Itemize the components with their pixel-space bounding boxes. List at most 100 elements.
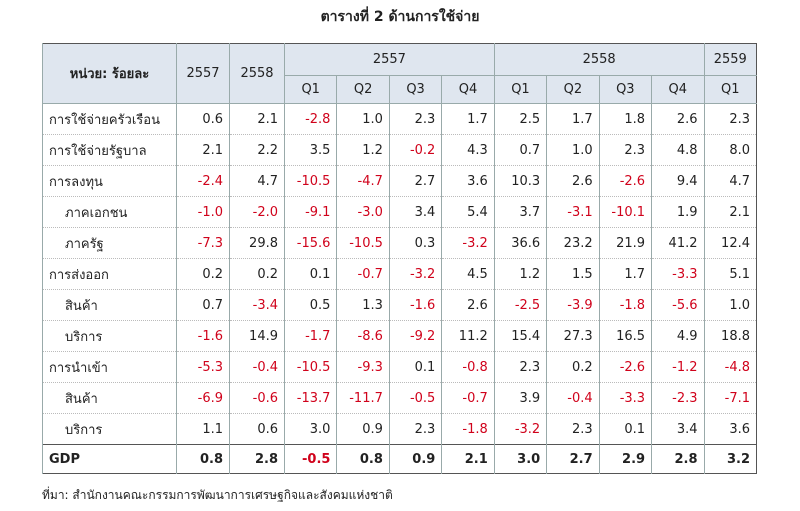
- cell: 2.8: [229, 444, 285, 474]
- cell: 0.2: [229, 258, 285, 290]
- cell: -0.6: [229, 382, 285, 414]
- row-label: สินค้า: [42, 382, 177, 414]
- cell: 3.5: [283, 134, 337, 166]
- cell: -0.7: [441, 382, 495, 414]
- cell: 10.3: [493, 165, 547, 197]
- cell: 8.0: [703, 134, 757, 166]
- cell: 1.7: [441, 103, 495, 135]
- cell: 1.2: [336, 134, 390, 166]
- cell: 36.6: [493, 227, 547, 259]
- cell: -15.6: [283, 227, 337, 259]
- cell: -2.4: [176, 165, 230, 197]
- cell: -3.2: [441, 227, 495, 259]
- data-row: การลงทุน -2.4 4.7 -10.5 -4.7 2.7 3.6 10.3 2.6 -2.…: [42, 165, 757, 197]
- cell: 2.8: [651, 444, 704, 474]
- group-header: 2557: [284, 43, 495, 76]
- cell: 0.2: [176, 258, 230, 290]
- cell: -3.2: [493, 413, 547, 445]
- cell: 0.9: [336, 413, 390, 445]
- cell: 1.0: [336, 103, 390, 135]
- cell: 0.7: [493, 134, 547, 166]
- cell: 1.9: [651, 196, 704, 228]
- cell: -10.5: [336, 227, 390, 259]
- cell: -7.3: [176, 227, 230, 259]
- cell: 1.2: [493, 258, 547, 290]
- cell: 4.5: [441, 258, 495, 290]
- total-row: GDP 0.8 2.8 -0.5 0.8 0.9 2.1 3.0 2.7 2.9 2.8 3.2: [42, 444, 757, 474]
- cell: -11.7: [336, 382, 390, 414]
- cell: 2.9: [598, 444, 652, 474]
- cell: -13.7: [283, 382, 337, 414]
- data-row: การใช้จ่ายครัวเรือน 0.6 2.1 -2.8 1.0 2.3 1.7 2.…: [42, 103, 757, 135]
- data-row: บริการ 1.1 0.6 3.0 0.9 2.3 -1.8 -3.2 2.3 0.1 3.4 3.…: [42, 413, 757, 445]
- cell: -9.3: [336, 351, 390, 383]
- cell: 1.8: [598, 103, 652, 135]
- data-row: การใช้จ่ายรัฐบาล 2.1 2.2 3.5 1.2 -0.2 4.3 0.7 1.…: [42, 134, 757, 166]
- cell: -0.5: [388, 382, 442, 414]
- cell: -4.7: [336, 165, 390, 197]
- cell: 2.7: [546, 444, 600, 474]
- cell: 1.0: [546, 134, 600, 166]
- quarter-header: Q2: [546, 75, 600, 104]
- cell: 2.3: [703, 103, 757, 135]
- cell: -10.1: [598, 196, 652, 228]
- cell: 14.9: [229, 320, 285, 352]
- cell: 2.1: [229, 103, 285, 135]
- cell: -3.9: [546, 289, 600, 321]
- row-label: ภาคเอกชน: [42, 196, 177, 228]
- cell: 15.4: [493, 320, 547, 352]
- table-title: ตารางที่ 2 ด้านการใช้จ่าย: [320, 9, 480, 25]
- cell: 2.1: [441, 444, 495, 474]
- cell: 3.4: [651, 413, 704, 445]
- cell: -0.7: [336, 258, 390, 290]
- quarter-header: Q2: [336, 75, 390, 104]
- cell: 4.8: [651, 134, 704, 166]
- cell: 23.2: [546, 227, 600, 259]
- cell: 4.3: [441, 134, 495, 166]
- cell: 0.9: [388, 444, 442, 474]
- cell: 16.5: [598, 320, 652, 352]
- data-row: บริการ -1.6 14.9 -1.7 -8.6 -9.2 11.2 15.4 27.3 16…: [42, 320, 757, 352]
- cell: 0.1: [283, 258, 337, 290]
- cell: -1.0: [176, 196, 230, 228]
- row-label: ภาครัฐ: [42, 227, 177, 259]
- cell: -3.1: [546, 196, 600, 228]
- quarter-header: Q1: [493, 75, 547, 104]
- cell: 2.3: [388, 103, 442, 135]
- group-header: 2558: [493, 43, 704, 76]
- source-note: ที่มา: สำนักงานคณะกรรมการพัฒนาการเศรษฐกิ…: [42, 488, 393, 502]
- cell: 21.9: [598, 227, 652, 259]
- cell: -0.4: [229, 351, 285, 383]
- cell: 2.2: [229, 134, 285, 166]
- cell: 0.2: [546, 351, 600, 383]
- row-label: การใช้จ่ายครัวเรือน: [42, 103, 177, 135]
- cell: 3.6: [441, 165, 495, 197]
- cell: 1.7: [546, 103, 600, 135]
- cell: 0.5: [283, 289, 337, 321]
- cell: -9.1: [283, 196, 337, 228]
- unit-header: หน่วย: ร้อยละ: [42, 43, 177, 104]
- cell: 2.6: [651, 103, 704, 135]
- data-row: สินค้า -6.9 -0.6 -13.7 -11.7 -0.5 -0.7 3.9 -0.4-…: [42, 382, 757, 414]
- cell: 5.4: [441, 196, 495, 228]
- cell: -1.2: [651, 351, 704, 383]
- year-header: 2558: [229, 43, 285, 104]
- cell: 2.7: [388, 165, 442, 197]
- cell: -2.6: [598, 165, 652, 197]
- cell: 0.6: [229, 413, 285, 445]
- cell: -1.8: [598, 289, 652, 321]
- quarter-header: Q1: [703, 75, 757, 104]
- cell: 3.9: [493, 382, 547, 414]
- table-body: การใช้จ่ายครัวเรือน 0.6 2.1 -2.8 1.0 2.3 1.7 2.…: [42, 103, 757, 474]
- cell: 2.5: [493, 103, 547, 135]
- data-row: การส่งออก 0.2 0.2 0.1 -0.7 -3.2 4.5 1.2 1.5 1.7 -3…: [42, 258, 757, 290]
- cell: 11.2: [441, 320, 495, 352]
- cell: 2.6: [441, 289, 495, 321]
- cell: 29.8: [229, 227, 285, 259]
- cell: -1.8: [441, 413, 495, 445]
- quarter-header: Q3: [388, 75, 442, 104]
- row-label: บริการ: [42, 413, 177, 445]
- row-label: การใช้จ่ายรัฐบาล: [42, 134, 177, 166]
- row-label: การนำเข้า: [42, 351, 177, 383]
- header-row: หน่วย: ร้อยละ 2557 2558 2557 2558 2559: [42, 43, 757, 104]
